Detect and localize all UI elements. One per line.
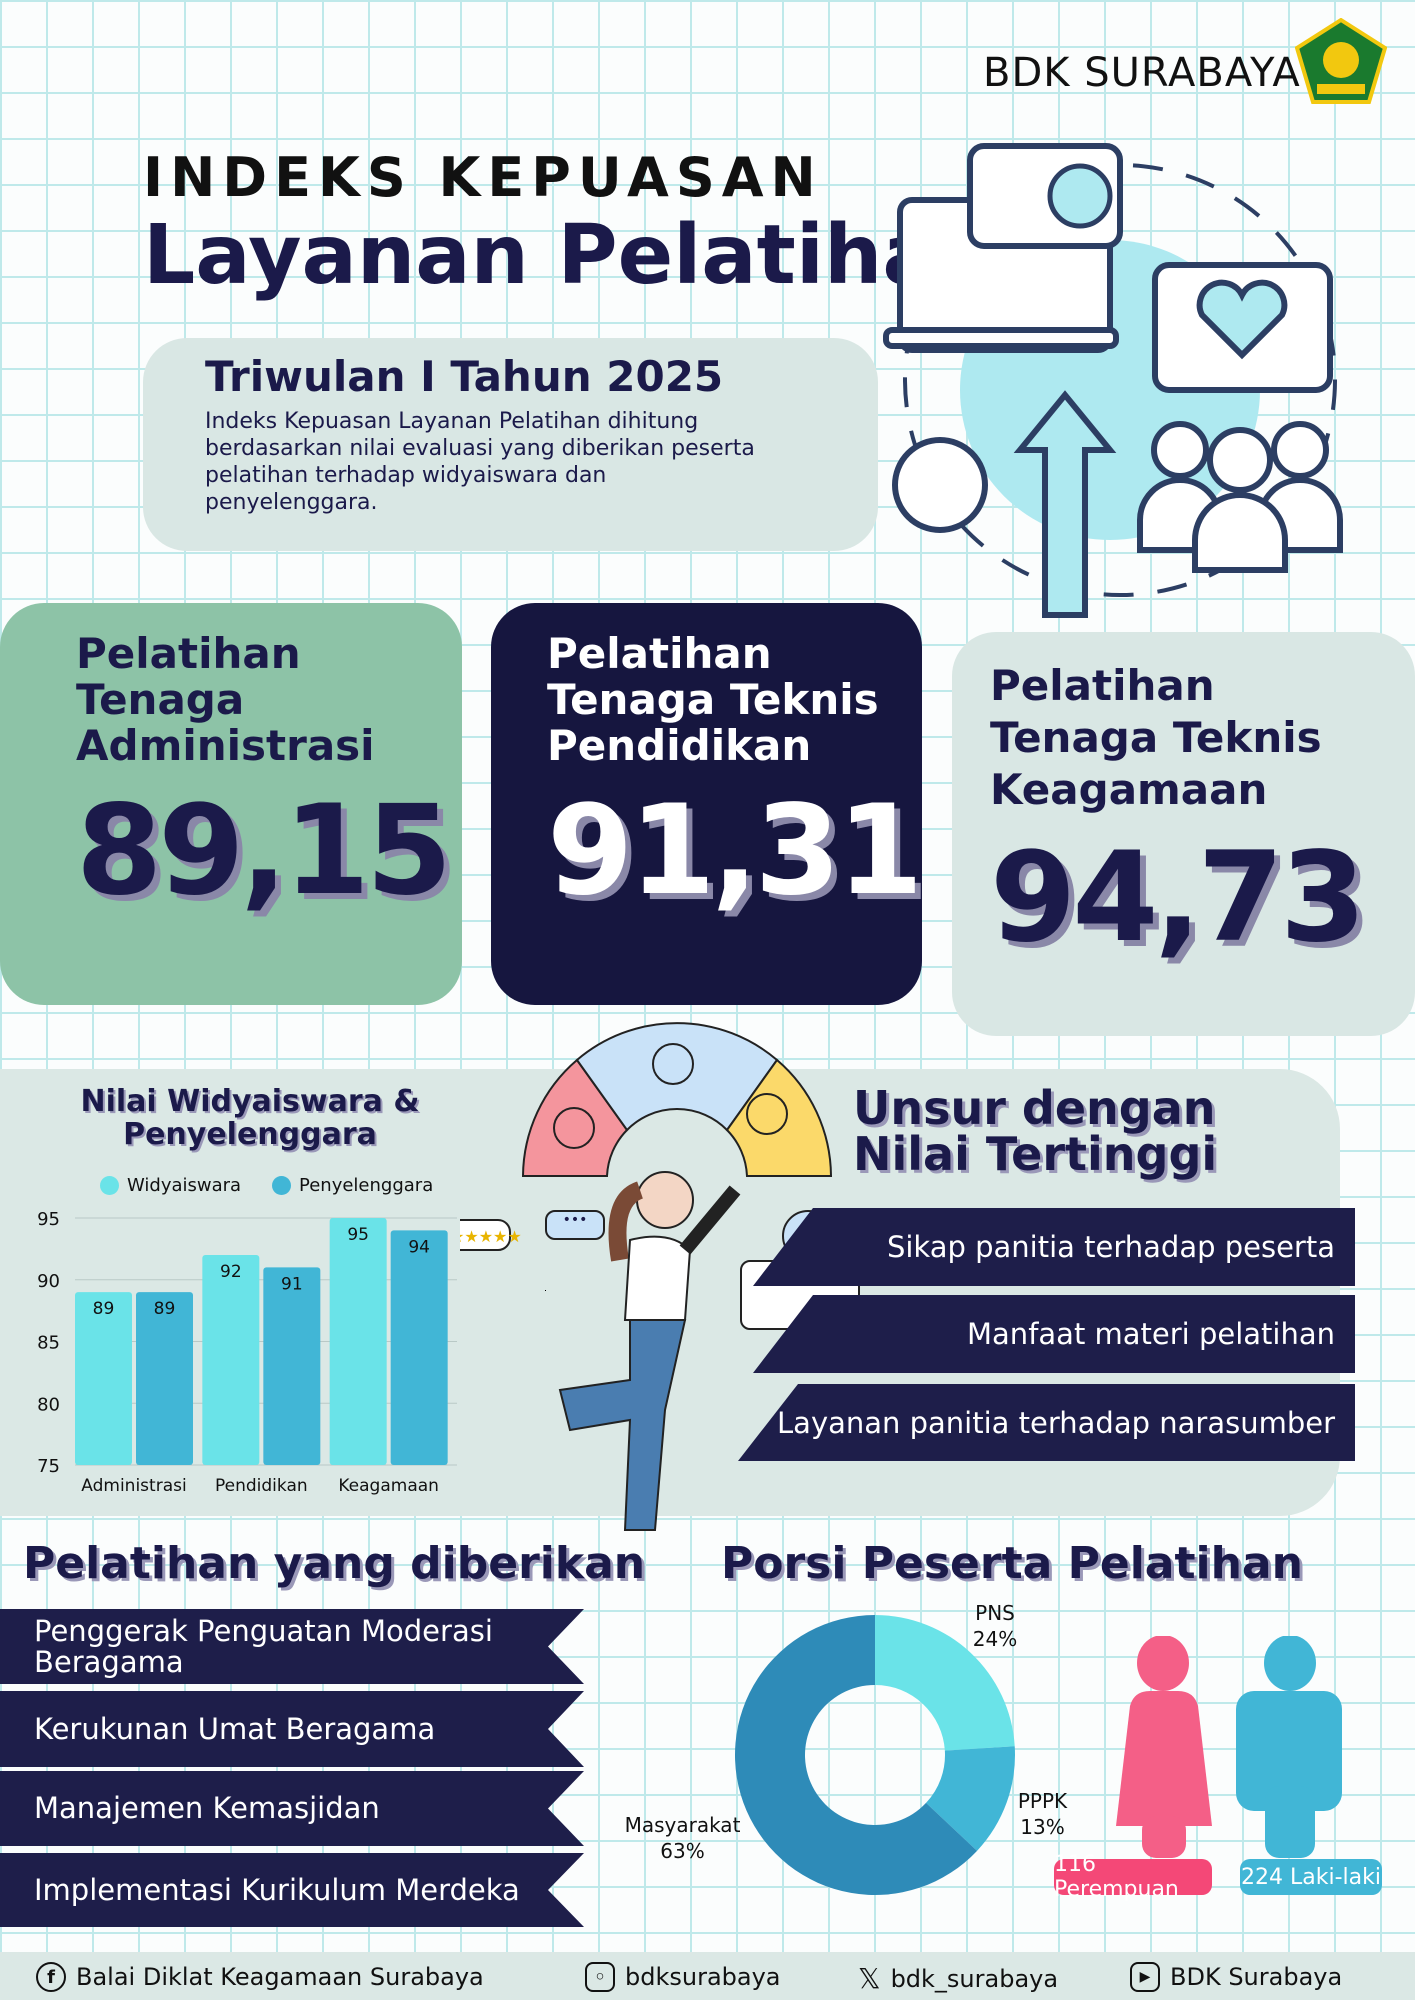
youtube-label: BDK Surabaya [1170, 1963, 1343, 1991]
pelatihan-item: Manajemen Kemasjidan [0, 1771, 584, 1846]
bar-penyelenggara [263, 1267, 321, 1465]
slice-label-pppk: PPPK 13% [1017, 1789, 1068, 1839]
unsur-item: Manfaat materi pelatihan [753, 1295, 1355, 1373]
bar-value-label: 89 [154, 1299, 176, 1319]
x-icon: 𝕏 [858, 1962, 881, 1995]
instagram-label: bdksurabaya [625, 1963, 781, 1991]
bar-chart-title: Nilai Widyaiswara & Penyelenggara [80, 1084, 420, 1152]
feedback-illustration [883, 143, 1343, 618]
y-tick-label: 75 [37, 1456, 60, 1477]
card-value: 91,31 [547, 779, 923, 923]
people-icon [1137, 421, 1343, 573]
pelatihan-title: Pelatihan yang diberikan [23, 1538, 646, 1589]
card-title: Pelatihan Tenaga Teknis Pendidikan [547, 629, 879, 770]
happy-face-icon [746, 1093, 788, 1135]
gender-icons [1116, 1636, 1342, 1858]
female-count: 116 Perempuan [1054, 1852, 1212, 1902]
legend-widyaiswara: Widyaiswara [100, 1175, 241, 1196]
x-tick-label: Keagamaan [338, 1476, 439, 1496]
card-value: 89,15 [76, 779, 452, 923]
legend-label: Penyelenggara [299, 1175, 434, 1196]
instagram-icon: ◦ [585, 1962, 615, 1992]
svg-text:★★★★★: ★★★★★ [460, 1227, 522, 1246]
bar-value-label: 91 [281, 1274, 303, 1294]
legend-swatch [272, 1176, 291, 1195]
woman-illustration: ★★★★★ [460, 1171, 741, 1531]
legend-label: Widyaiswara [127, 1175, 242, 1196]
period-box: Triwulan I Tahun 2025 Indeks Kepuasan La… [143, 338, 878, 551]
neutral-face-icon [652, 1043, 694, 1085]
bar-chart: 95 90 85 80 75 89 89 Administrasi 92 91 Pendidikan… [37, 1209, 457, 1496]
donut-chart [735, 1615, 1015, 1895]
youtube-icon: ▶ [1130, 1962, 1160, 1992]
bar-value-label: 94 [408, 1237, 430, 1257]
y-tick-label: 85 [37, 1333, 60, 1354]
male-icon [1236, 1636, 1342, 1858]
chat-dots-icon: ••• [545, 1210, 605, 1240]
card-pendidikan: Pelatihan Tenaga Teknis Pendidikan 91,31 [491, 603, 923, 1005]
bar-penyelenggara [390, 1230, 448, 1465]
bar-widyaiswara [202, 1255, 260, 1465]
x-label: bdk_surabaya [890, 1964, 1059, 1993]
footer-instagram[interactable]: ◦ bdksurabaya [585, 1962, 781, 1992]
card-value: 94,73 [990, 826, 1366, 970]
card-keagamaan: Pelatihan Tenaga Teknis Keagamaan 94,73 [952, 632, 1415, 1036]
female-icon [1116, 1636, 1212, 1858]
card-title: Pelatihan Tenaga Administrasi [76, 629, 375, 770]
bar-widyaiswara [329, 1218, 387, 1465]
pelatihan-item: Penggerak Penguatan Moderasi Beragama [0, 1609, 584, 1684]
facebook-label: Balai Diklat Keagamaan Surabaya [76, 1963, 484, 1991]
pelatihan-item: Implementasi Kurikulum Merdeka [0, 1853, 584, 1927]
unsur-item: Layanan panitia terhadap narasumber [738, 1384, 1355, 1461]
legend-penyelenggara: Penyelenggara [272, 1175, 433, 1196]
arrow-up-icon [1013, 390, 1117, 618]
bar-value-label: 89 [93, 1299, 115, 1319]
slice-label-pns: PNS 24% [972, 1601, 1018, 1651]
legend-swatch [100, 1176, 119, 1195]
x-tick-label: Pendidikan [215, 1476, 308, 1496]
satisfaction-gauge [521, 1022, 833, 1177]
donut-slice-pppk [926, 1746, 1015, 1851]
bar-penyelenggara [136, 1292, 193, 1465]
card-title: Pelatihan Tenaga Teknis Keagamaan [990, 661, 1322, 814]
x-tick-label: Administrasi [81, 1476, 186, 1496]
bar-widyaiswara [75, 1292, 132, 1465]
kemenag-logo [1295, 18, 1387, 104]
pelatihan-item: Kerukunan Umat Beragama [0, 1691, 584, 1767]
male-count: 224 Laki-laki [1240, 1859, 1382, 1895]
bar-value-label: 92 [220, 1262, 242, 1282]
unsur-title: Unsur dengan Nilai Tertinggi [853, 1081, 1218, 1181]
card-administrasi: Pelatihan Tenaga Administrasi 89,15 [0, 603, 462, 1005]
bar-value-label: 95 [347, 1225, 369, 1245]
y-tick-label: 95 [37, 1209, 60, 1230]
donut-slice-pns [875, 1615, 1015, 1751]
brand-name: BDK SURABAYA [983, 50, 1301, 96]
porsi-title: Porsi Peserta Pelatihan [721, 1538, 1303, 1589]
slice-label-masyarakat: Masyarakat 63% [624, 1813, 741, 1863]
sad-face-icon [553, 1107, 595, 1149]
footer [0, 1952, 1415, 2000]
footer-facebook[interactable]: f Balai Diklat Keagamaan Surabaya [36, 1962, 484, 1992]
footer-youtube[interactable]: ▶ BDK Surabaya [1130, 1962, 1342, 1992]
period-description: Indeks Kepuasan Layanan Pelatihan dihitu… [205, 409, 755, 515]
unsur-item: Sikap panitia terhadap peserta [753, 1208, 1355, 1286]
facebook-icon: f [36, 1962, 66, 1992]
y-tick-label: 90 [37, 1271, 60, 1292]
period-title: Triwulan I Tahun 2025 [205, 352, 724, 401]
y-tick-label: 80 [37, 1394, 60, 1415]
title-top: INDEKS KEPUASAN [143, 146, 823, 209]
donut-slice-masyarakat [735, 1615, 978, 1895]
ok-hand-icon [892, 437, 988, 533]
title-main: Layanan Pelatihan [143, 208, 997, 303]
